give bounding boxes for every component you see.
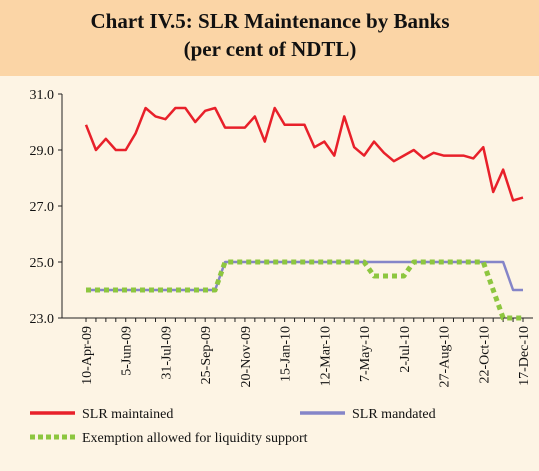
legend-label: SLR mandated	[352, 407, 436, 422]
x-tick-label: 17-Dec-10	[517, 326, 532, 386]
x-tick-label: 20-Nov-09	[239, 326, 254, 387]
x-tick-label: 12-Mar-10	[318, 326, 333, 386]
x-tick-label: 15-Jan-10	[279, 326, 294, 382]
x-tick-label: 31-Jul-09	[159, 326, 174, 380]
chart-title: Chart IV.5: SLR Maintenance by Banks	[91, 9, 450, 33]
x-tick-label: 2-Jul-10	[398, 326, 413, 373]
chart-subtitle: (per cent of NDTL)	[184, 37, 357, 61]
series-line	[86, 259, 523, 321]
y-tick-label: 29.0	[30, 144, 55, 159]
x-tick-label: 22-Oct-10	[477, 326, 492, 384]
y-tick-label: 25.0	[30, 256, 55, 271]
y-tick-label: 31.0	[30, 88, 55, 103]
y-tick-label: 27.0	[30, 200, 55, 215]
x-tick-label: 10-Apr-09	[80, 326, 95, 385]
y-tick-label: 23.0	[30, 312, 55, 327]
x-tick-label: 25-Sep-09	[199, 326, 214, 384]
title-box	[0, 0, 539, 76]
x-tick-label: 27-Aug-10	[438, 326, 453, 387]
legend-label: Exemption allowed for liquidity support	[82, 431, 308, 446]
x-tick-label: 7-May-10	[358, 326, 373, 382]
series-line	[84, 106, 524, 202]
x-tick-label: 5-Jun-09	[120, 326, 135, 376]
legend-label: SLR maintained	[82, 407, 173, 422]
